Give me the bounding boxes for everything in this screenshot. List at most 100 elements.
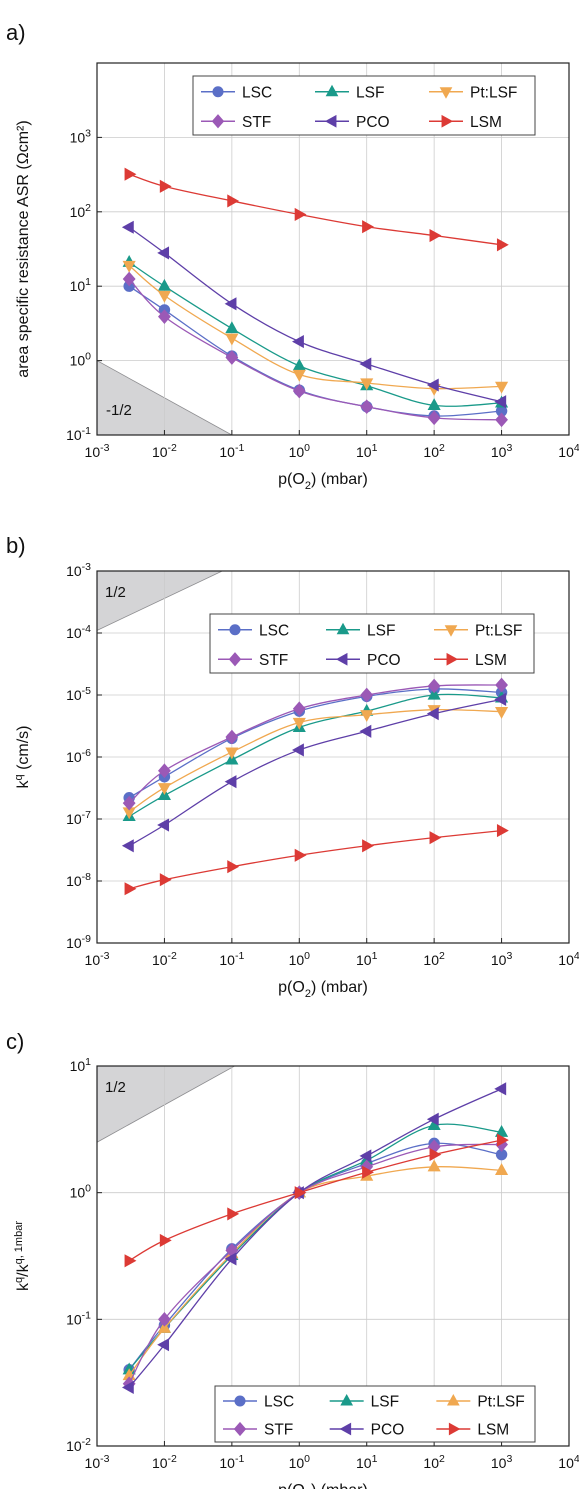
data-point-lsm <box>124 167 137 181</box>
legend-label-lsc: LSC <box>242 84 272 101</box>
y-tick-label: 10-7 <box>66 809 91 827</box>
legend-marker-pt-lsf <box>444 625 458 637</box>
data-point-pco <box>224 775 237 789</box>
data-point-pco <box>157 1338 170 1352</box>
series-line-lsc <box>128 1142 502 1371</box>
data-point-pco <box>426 1112 439 1126</box>
legend-label-lsm: LSM <box>470 114 502 131</box>
data-point-lsm <box>159 873 172 887</box>
legend-marker-pco <box>339 1422 352 1436</box>
legend-marker-lsf <box>340 1393 354 1406</box>
series-line-lsm <box>129 829 502 890</box>
y-tick-label: 10-4 <box>66 623 91 641</box>
data-point-pco <box>121 220 134 234</box>
data-point-lsf <box>427 398 441 410</box>
y-tick-label: 103 <box>70 127 92 145</box>
data-point-pco <box>426 707 439 721</box>
plot-frame <box>96 1065 570 1447</box>
data-point-lsm <box>159 1233 172 1247</box>
data-point-stf <box>427 678 441 694</box>
data-point-stf <box>292 383 306 399</box>
series-line-lsm <box>128 1139 502 1262</box>
legend-marker-lsc <box>229 624 241 636</box>
panel-c: c)1/210-3 10-2 10-1 100 101 102 103 10410-210-1… <box>6 1029 579 1489</box>
slope-annotation: -1/2 <box>106 402 132 419</box>
panel-a: a) -1/2 10-3 10-2 10-1 100 101 102 103 104 10-1 100… <box>6 20 579 492</box>
x-tick-label: 10-2 <box>152 1453 177 1471</box>
data-point-stf <box>158 309 171 324</box>
y-tick-label: 10-9 <box>66 933 91 951</box>
x-tick-label: 10-3 <box>85 442 110 460</box>
slope-annotation: 1/2 <box>105 1079 126 1096</box>
y-tick-label: 10-8 <box>66 871 91 889</box>
y-tick-label: 10-5 <box>66 685 91 703</box>
data-point-pco <box>494 1082 507 1096</box>
legend-marker-stf <box>211 114 225 129</box>
x-tick-label: 10-3 <box>85 950 110 968</box>
series-line-stf <box>128 1143 502 1385</box>
data-point-pt-lsf <box>157 290 171 303</box>
data-point-lsm <box>294 1186 307 1200</box>
series-line-pco <box>128 698 502 847</box>
data-point-lsm <box>294 207 307 222</box>
data-point-lsf <box>427 687 441 700</box>
data-point-lsm <box>227 860 240 874</box>
panel-label: a) <box>6 20 26 45</box>
legend-marker-lsc <box>234 1395 246 1407</box>
series-line-lsm <box>128 173 502 246</box>
slope-triangle <box>97 1066 236 1143</box>
panel-label: b) <box>6 533 26 558</box>
x-tick-label: 10-1 <box>219 442 244 460</box>
data-point-lsm <box>227 194 240 208</box>
y-tick-label: 10-6 <box>66 747 91 765</box>
data-point-pt-lsf <box>360 710 374 723</box>
legend-label-pt-lsf: Pt:LSF <box>470 84 517 101</box>
x-tick-label: 102 <box>423 950 445 968</box>
legend-label-lsc: LSC <box>264 1394 294 1411</box>
data-point-lsm <box>496 824 509 838</box>
y-tick-label: 100 <box>70 351 92 369</box>
data-point-stf <box>360 399 374 415</box>
data-point-pco <box>224 1252 237 1266</box>
data-point-pco <box>157 818 170 832</box>
x-tick-label: 101 <box>356 442 378 460</box>
y-tick-label: 10-3 <box>66 561 91 579</box>
y-tick-label: 10-2 <box>66 1436 91 1454</box>
x-tick-label: 103 <box>491 442 513 460</box>
data-point-stf <box>292 701 306 717</box>
data-point-pt-lsf <box>157 783 171 795</box>
data-point-lsm <box>429 1147 442 1162</box>
data-point-stf <box>225 729 239 745</box>
legend-label-lsc: LSC <box>259 622 289 639</box>
data-point-pt-lsf <box>495 706 509 719</box>
data-point-stf <box>495 677 508 693</box>
y-axis-label: area specific resistance ASR (Ωcm²) <box>15 120 32 377</box>
data-point-pt-lsf <box>495 1163 509 1175</box>
data-point-stf <box>495 412 508 428</box>
data-point-lsm <box>124 1254 137 1268</box>
data-point-stf <box>427 410 441 426</box>
x-tick-label: 100 <box>289 950 311 968</box>
legend-label-stf: STF <box>259 652 288 669</box>
legend-marker-lsm <box>446 652 459 666</box>
data-point-lsm <box>429 831 442 845</box>
data-point-pco <box>494 692 507 706</box>
slope-annotation: 1/2 <box>105 584 126 601</box>
data-point-pco <box>292 743 304 757</box>
y-tick-label: 101 <box>70 1056 92 1074</box>
legend-label-stf: STF <box>242 114 271 131</box>
x-tick-label: 102 <box>423 1453 445 1471</box>
data-point-pco <box>359 724 372 738</box>
x-tick-label: 104 <box>558 950 579 968</box>
legend-marker-pt-lsf <box>439 87 453 99</box>
legend: LSC LSF Pt:LSF STF PCO LSM <box>214 1385 536 1443</box>
data-point-pco <box>359 1149 372 1163</box>
x-axis-label: p(O2) (mbar) <box>278 1482 368 1489</box>
data-point-lsf <box>157 278 171 291</box>
x-tick-label: 10-1 <box>219 950 244 968</box>
data-point-pt-lsf <box>292 369 306 382</box>
x-tick-label: 103 <box>491 950 513 968</box>
legend-marker-lsm <box>441 114 454 128</box>
legend-label-pco: PCO <box>356 114 390 131</box>
